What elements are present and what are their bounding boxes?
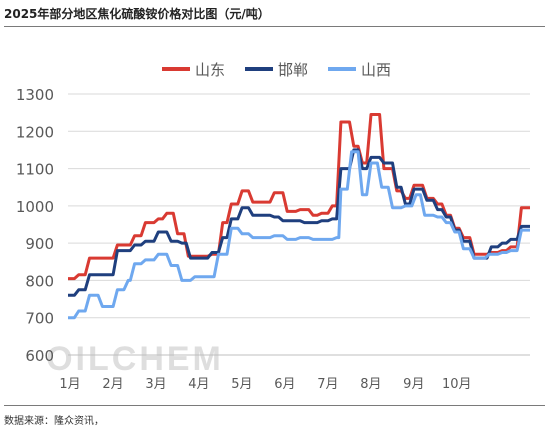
x-tick-label: 5月 bbox=[231, 377, 252, 392]
series-lines bbox=[68, 113, 530, 320]
line-chart: OILCHEM 600 700 800 900 1000 1100 1200 1300 1月 2… bbox=[16, 61, 530, 392]
series-line-1 bbox=[68, 148, 530, 297]
legend-label: 山西 bbox=[361, 61, 391, 79]
x-tick-label: 8月 bbox=[360, 377, 381, 392]
x-tick-label: 1月 bbox=[59, 377, 80, 392]
series-line-0 bbox=[68, 113, 530, 281]
chart-title: 2025年部分地区焦化硫酸铵价格对比图（元/吨） bbox=[4, 7, 270, 21]
x-tick-label: 2月 bbox=[102, 377, 123, 392]
y-axis: 600 700 800 900 1000 1100 1200 1300 bbox=[16, 86, 54, 365]
footer-divider bbox=[4, 405, 545, 406]
x-tick-label: 10月 bbox=[442, 377, 472, 392]
y-tick-label: 1000 bbox=[16, 198, 54, 216]
series-line-2 bbox=[68, 150, 530, 320]
x-tick-label: 3月 bbox=[145, 377, 166, 392]
y-tick-label: 800 bbox=[25, 272, 54, 290]
y-tick-label: 1100 bbox=[16, 161, 54, 179]
watermark: OILCHEM bbox=[46, 340, 224, 378]
legend: 山东 邯郸 山西 bbox=[162, 61, 391, 79]
y-tick-label: 1200 bbox=[16, 123, 54, 141]
legend-label: 邯郸 bbox=[278, 61, 308, 79]
y-tick-label: 700 bbox=[25, 310, 54, 328]
grid-lines bbox=[68, 93, 530, 356]
y-tick-label: 600 bbox=[25, 347, 54, 365]
x-tick-label: 7月 bbox=[317, 377, 338, 392]
x-tick-label: 9月 bbox=[403, 377, 424, 392]
y-tick-label: 1300 bbox=[16, 86, 54, 104]
title-divider bbox=[4, 26, 545, 27]
x-tick-label: 4月 bbox=[188, 377, 209, 392]
x-tick-label: 6月 bbox=[274, 377, 295, 392]
y-tick-label: 900 bbox=[25, 235, 54, 253]
x-axis: 1月 2月 3月 4月 5月 6月 7月 8月 9月 10月 bbox=[59, 354, 530, 392]
legend-label: 山东 bbox=[195, 61, 225, 79]
data-source: 数据来源：隆众资讯， bbox=[4, 416, 104, 427]
